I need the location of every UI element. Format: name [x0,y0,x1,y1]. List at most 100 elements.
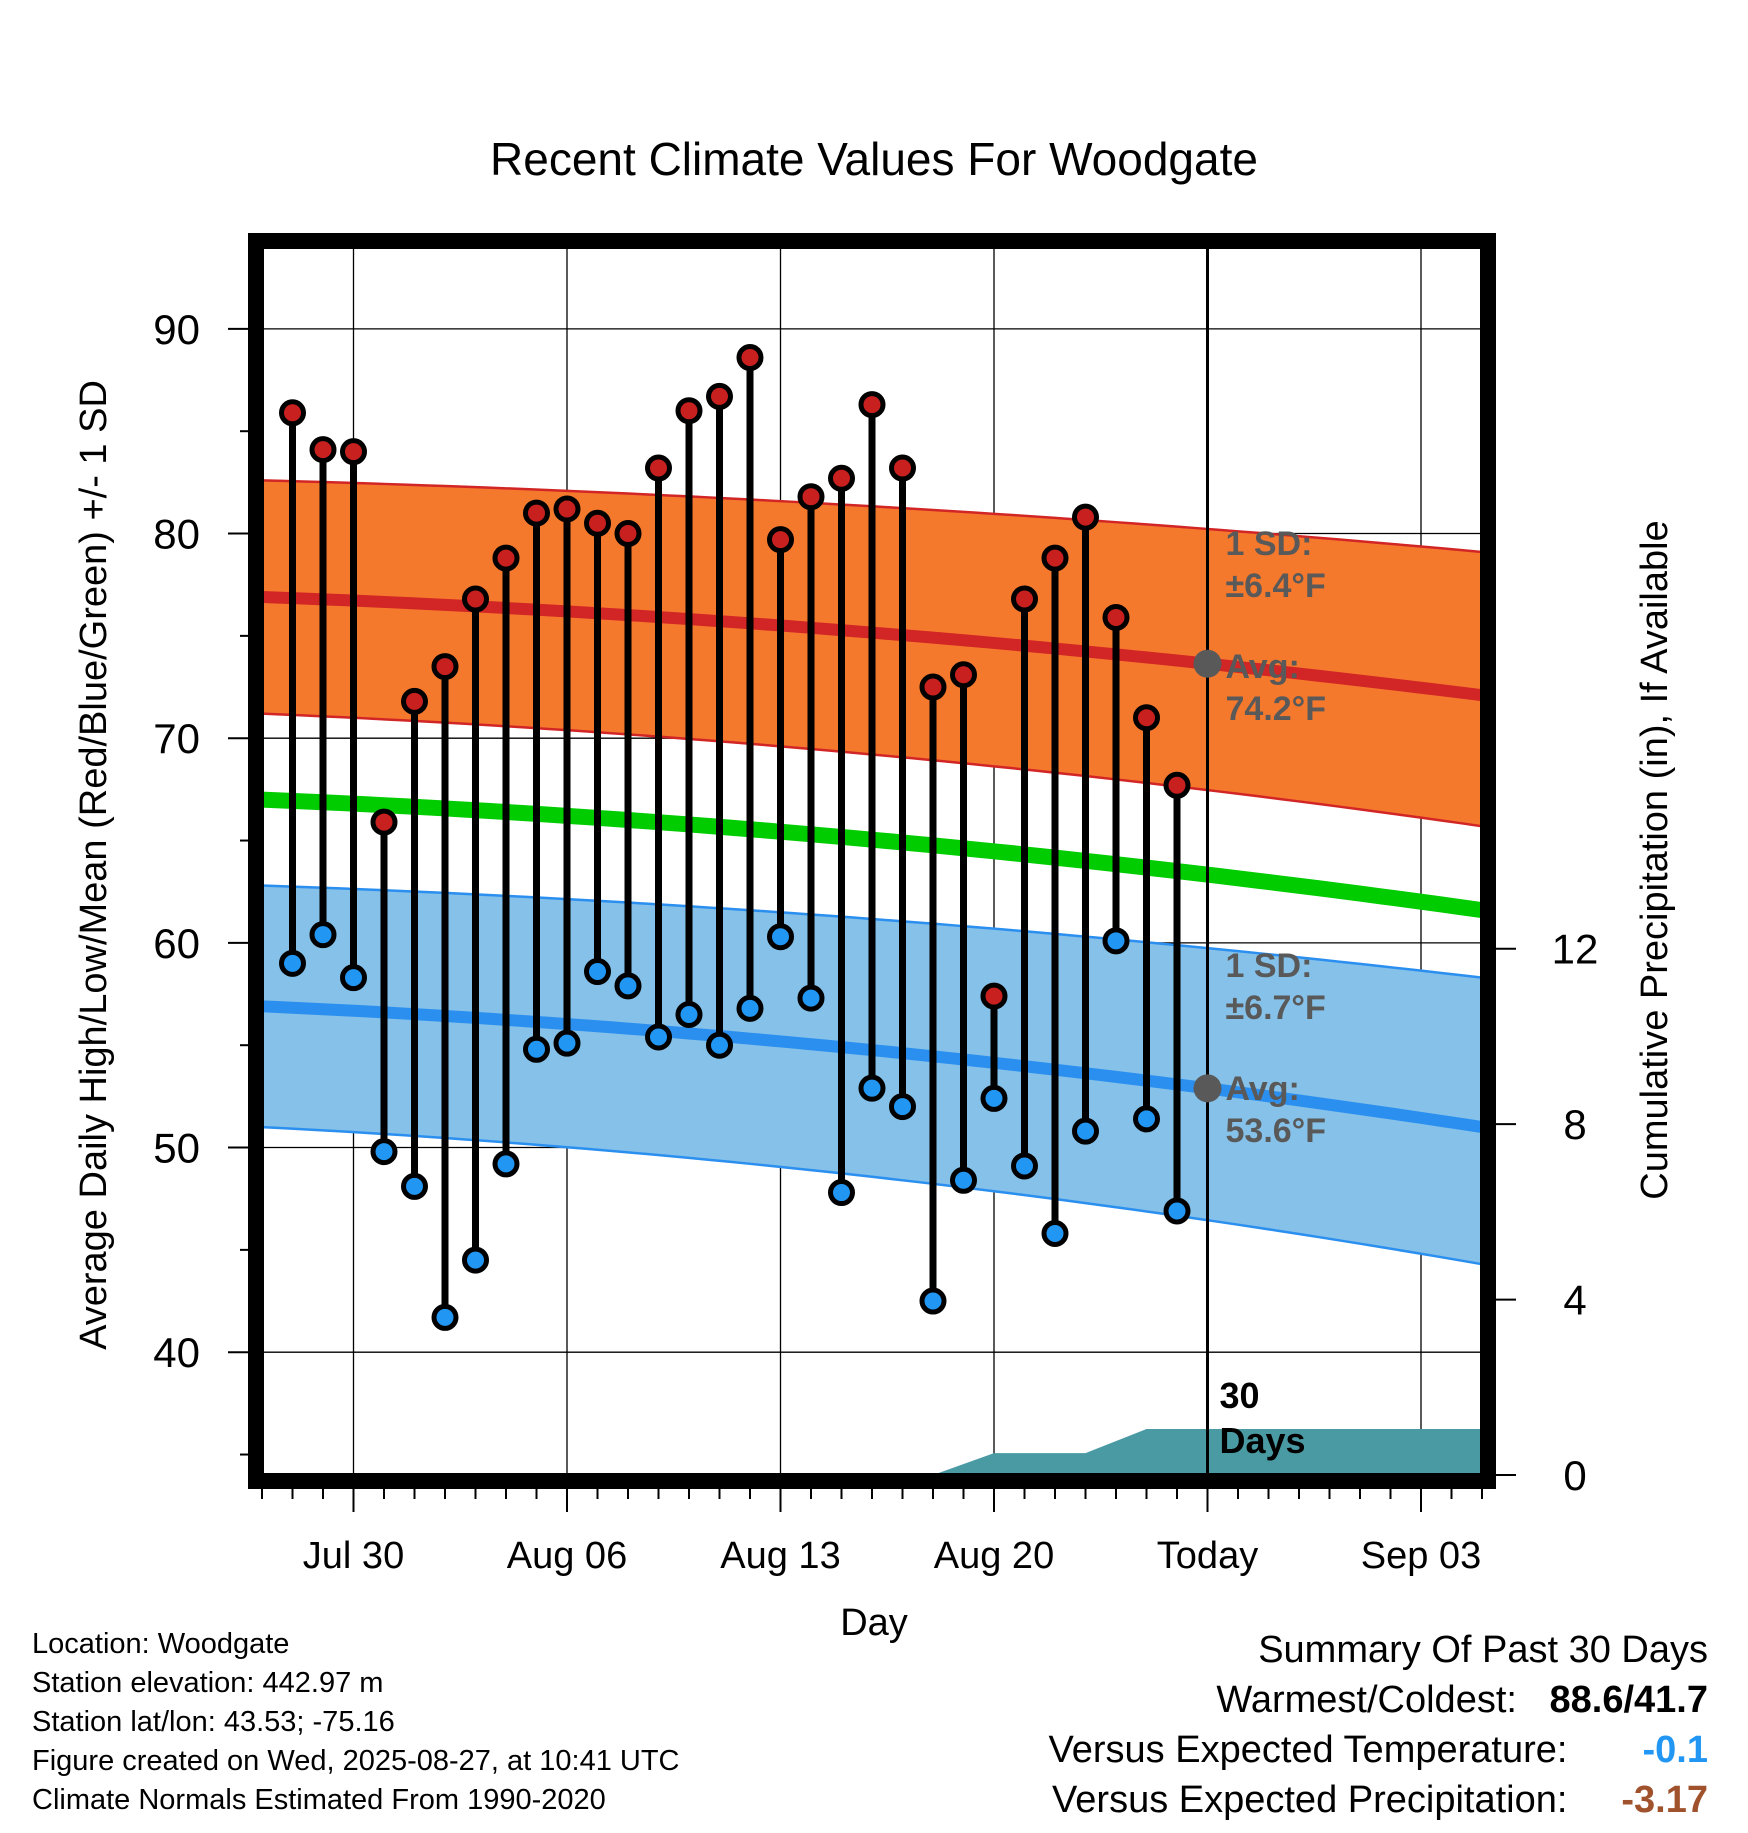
daily-low-point [462,1246,489,1274]
temp-value: -0.1 [1642,1729,1708,1771]
low-avg-value: 53.6°F [1226,1112,1327,1150]
high-sd-value: ±6.4°F [1226,567,1326,605]
daily-low-point [1072,1117,1099,1145]
latlon-text: Station lat/lon: 43.53; -75.16 [32,1706,395,1738]
daily-high-point [1072,503,1099,531]
daily-high-point [1163,771,1191,799]
daily-low-point [797,984,825,1012]
y2-tick-label: 4 [1563,1277,1586,1324]
daily-low-point [553,1029,581,1057]
plot-frame [248,233,1496,1489]
daily-high-point [309,436,337,464]
daily-low-point [1102,927,1130,955]
x-tick-label: Today [1157,1535,1258,1577]
created-text: Figure created on Wed, 2025-08-27, at 10… [32,1745,680,1777]
daily-low-point [1041,1219,1069,1247]
warmest-label: Warmest/Coldest: [1216,1679,1517,1721]
high-avg-label: Avg: [1226,648,1300,686]
chart-title: Recent Climate Values For Woodgate [490,133,1258,185]
high-sd-label: 1 SD: [1226,525,1313,563]
precip-value: -3.17 [1621,1779,1708,1821]
y2-axis-label: Cumulative Precipitation (in), If Availa… [1634,520,1676,1199]
daily-high-point [706,382,733,410]
daily-low-point [645,1023,672,1051]
y2-tick-label: 8 [1563,1101,1586,1148]
low-sd-value: ±6.7°F [1226,989,1326,1027]
daily-low-point [858,1074,886,1102]
daily-high-point [980,982,1008,1010]
low-sd-lower-line [261,1125,1483,1266]
daily-high-point [858,391,886,419]
daily-low-point [980,1084,1008,1112]
x-axis-label: Day [840,1602,908,1644]
daily-high-point [584,509,611,537]
x-tick-label: Aug 13 [720,1535,840,1577]
low-sd-label: 1 SD: [1226,947,1313,985]
daily-high-point [279,399,306,427]
daily-high-point [1041,544,1069,572]
daily-high-point [797,483,825,511]
daily-high-point [645,454,672,482]
low-avg-label: Avg: [1226,1070,1300,1108]
daily-high-point [889,454,916,482]
daily-low-point [614,972,642,1000]
y-axis-label: Average Daily High/Low/Mean (Red/Blue/Gr… [73,380,115,1350]
days-word-label: Days [1220,1420,1306,1461]
daily-low-point [950,1166,977,1194]
daily-high-point [370,808,398,836]
annotations-layer: 1 SD: ±6.4°F Avg: 74.2°F 1 SD: ±6.7°F Avg: 53.6… [1220,525,1327,1461]
daily-low-point [1163,1197,1191,1225]
daily-high-point [492,544,520,572]
y2-tick-label: 12 [1552,926,1599,973]
observations-layer [279,344,1191,1331]
daily-high-point [1133,704,1160,732]
daily-high-point [523,499,550,527]
summary-precip-row: Versus Expected Precipitation: -3.17 [1049,1775,1708,1825]
daily-low-point [492,1150,520,1178]
normals-text: Climate Normals Estimated From 1990-2020 [32,1784,606,1816]
daily-high-point [950,661,977,689]
daily-high-point [919,673,947,701]
daily-high-point [675,397,703,425]
x-tick-label: Aug 20 [934,1535,1054,1577]
daily-low-point [523,1035,550,1063]
x-tick-label: Aug 06 [507,1535,627,1577]
daily-high-point [340,438,367,466]
x-tick-label: Jul 30 [303,1535,404,1577]
y-tick-label: 80 [153,511,200,558]
daily-high-point [462,585,489,613]
y-tick-label: 40 [153,1329,200,1376]
daily-low-point [1011,1152,1038,1180]
today-low-average-marker [1193,1074,1222,1103]
daily-low-point [584,958,611,986]
y-tick-label: 50 [153,1125,200,1172]
summary-temp-row: Versus Expected Temperature: -0.1 [1049,1725,1708,1775]
y2-tick-label: 0 [1563,1452,1586,1499]
x-tick-label: Sep 03 [1361,1535,1481,1577]
daily-low-point [309,921,337,949]
daily-low-point [828,1179,855,1207]
high-avg-value: 74.2°F [1226,690,1327,728]
location-text: Location: Woodgate [32,1628,290,1660]
warmest-value: 88.6/41.7 [1549,1679,1708,1721]
today-high-average-marker [1193,649,1222,678]
daily-low-point [675,1001,703,1028]
daily-high-point [401,687,428,715]
daily-low-point [889,1093,916,1121]
days-count-label: 30 [1220,1375,1260,1416]
temp-label: Versus Expected Temperature: [1048,1729,1568,1771]
summary-heading: Summary Of Past 30 Days [1258,1629,1708,1671]
daily-low-point [1133,1105,1160,1133]
daily-low-point [279,949,306,977]
y-tick-label: 60 [153,920,200,967]
daily-low-point [706,1031,733,1059]
daily-low-point [736,994,764,1022]
daily-low-point [340,964,367,992]
daily-low-point [919,1287,947,1315]
y-tick-label: 70 [153,715,200,762]
daily-high-point [828,464,855,492]
summary-warmest-row: Warmest/Coldest: 88.6/41.7 [1049,1675,1708,1725]
